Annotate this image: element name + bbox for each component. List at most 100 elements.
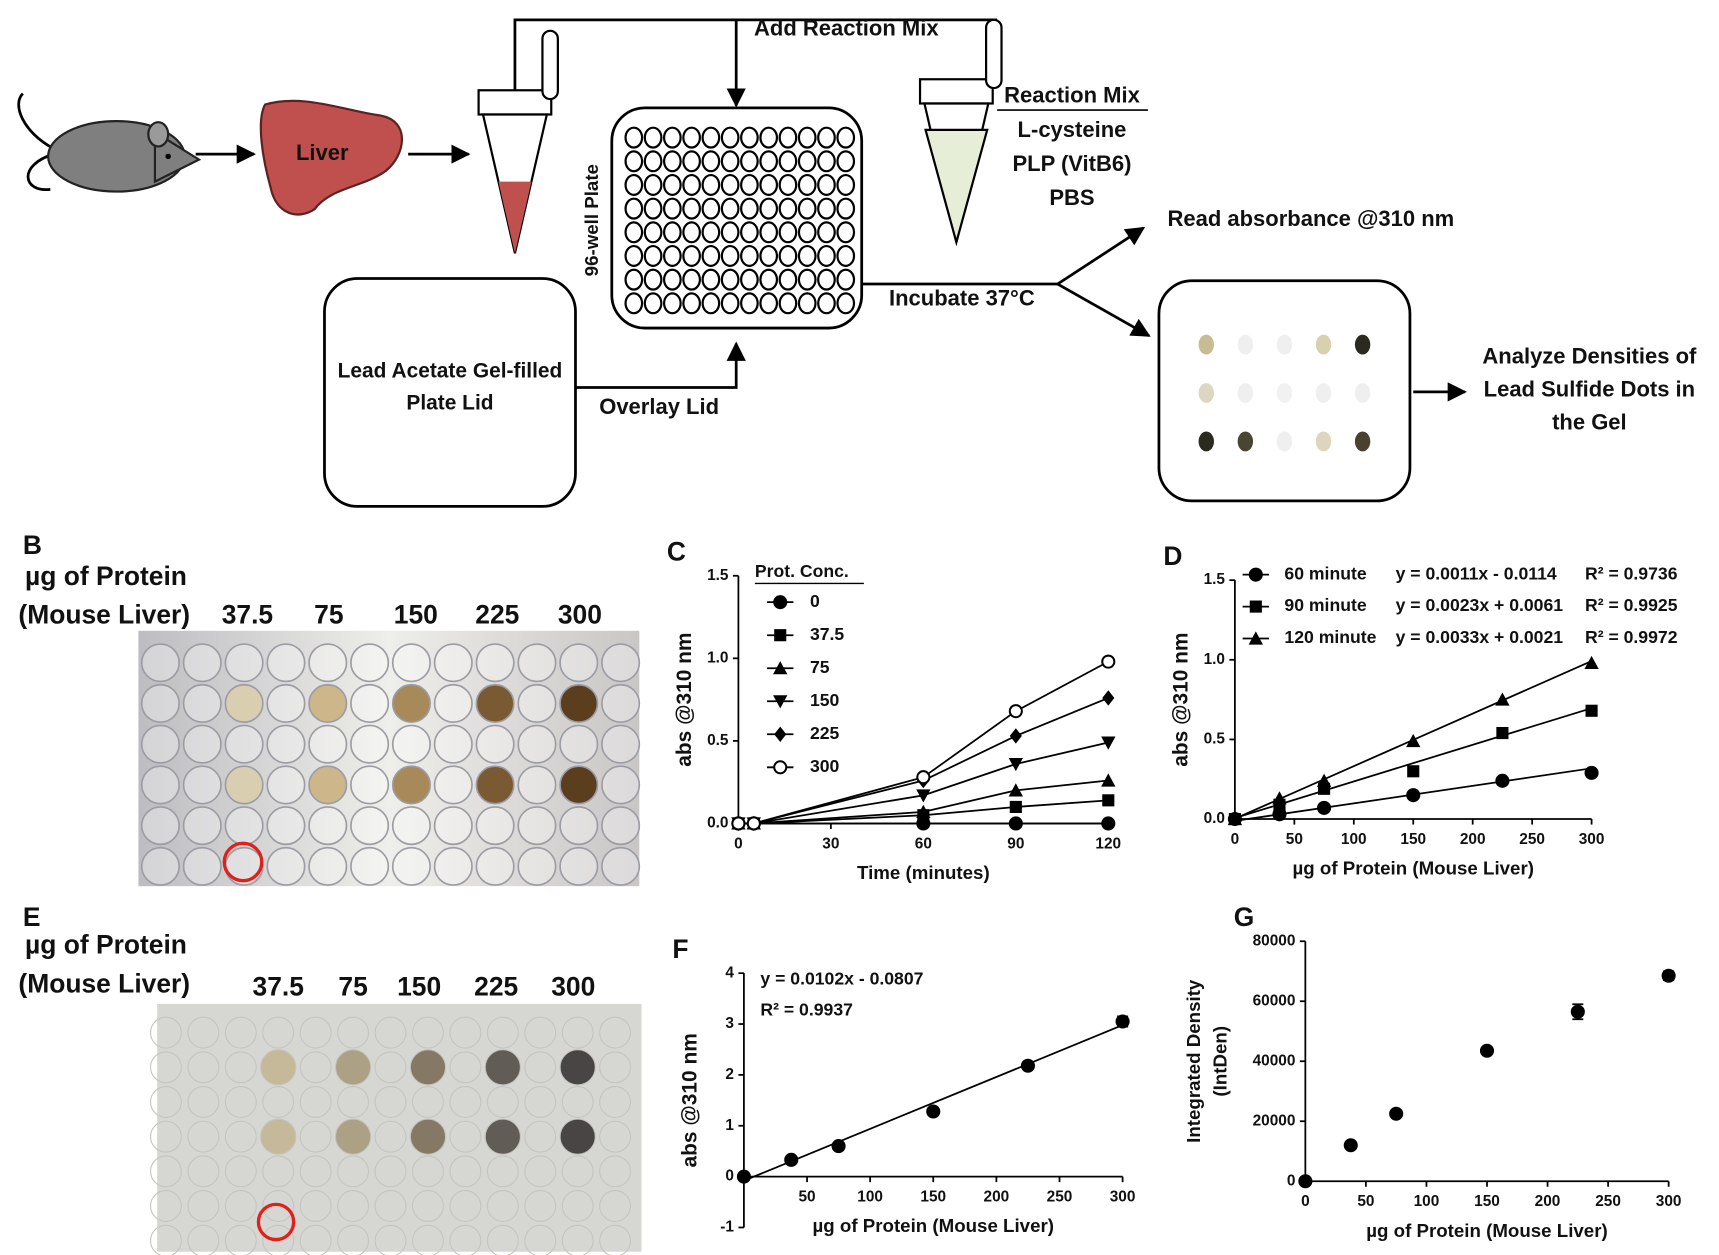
- panel-letter: D: [1163, 541, 1182, 571]
- well: [350, 643, 390, 683]
- marker: [1496, 726, 1509, 740]
- well: [266, 765, 306, 805]
- reagent: PLP (VitB6): [1012, 151, 1131, 176]
- well: [182, 683, 222, 724]
- well: [759, 221, 779, 244]
- well: [740, 244, 759, 267]
- well: [299, 1155, 332, 1188]
- well: [797, 292, 817, 315]
- y-tick-label: 80000: [1253, 932, 1296, 949]
- well: [559, 683, 599, 724]
- well: [759, 292, 779, 315]
- photo-plate: [138, 630, 640, 887]
- well: [682, 292, 701, 315]
- sample-tube: [477, 29, 559, 254]
- overlay-label: Overlay Lid: [599, 394, 719, 419]
- x-tick-label: 250: [1047, 1189, 1073, 1206]
- well: [524, 1120, 557, 1153]
- equation: y = 0.0023x + 0.0061: [1396, 595, 1564, 615]
- well: [740, 292, 759, 315]
- fit-line: [743, 1024, 1123, 1182]
- reaction-mix-title: Reaction Mix: [1004, 83, 1140, 108]
- well: [682, 244, 701, 267]
- r-squared: R² = 0.9972: [1585, 627, 1678, 647]
- x-tick-label: 50: [1286, 831, 1303, 848]
- well: [524, 1224, 557, 1255]
- y-tick-label: 1.0: [707, 649, 728, 666]
- well: [262, 1016, 295, 1049]
- well: [337, 1155, 370, 1188]
- well: [559, 846, 599, 886]
- dot: [1315, 431, 1332, 452]
- well: [740, 150, 759, 173]
- marker: [1343, 1138, 1358, 1153]
- x-tick-label: 300: [1579, 831, 1605, 848]
- well: [149, 1190, 182, 1222]
- legend-marker: [774, 629, 787, 642]
- well: [836, 173, 856, 196]
- well: [409, 1049, 447, 1086]
- well: [433, 683, 473, 724]
- well: [449, 1016, 482, 1049]
- y-tick-label: 0.0: [1204, 810, 1225, 827]
- well: [224, 1120, 257, 1153]
- well: [262, 1086, 295, 1118]
- legend-marker: [773, 695, 788, 709]
- well: [411, 1190, 444, 1222]
- equation: y = 0.0011x - 0.0114: [1396, 563, 1557, 583]
- panel-letter: C: [667, 537, 686, 567]
- well: [187, 1051, 220, 1084]
- amount-label: 300: [558, 599, 602, 629]
- analyze-label: the Gel: [1552, 410, 1627, 435]
- x-tick-label: 150: [920, 1189, 946, 1206]
- marker: [1115, 1014, 1130, 1029]
- well: [559, 643, 599, 683]
- well: [140, 683, 180, 724]
- well: [662, 173, 682, 196]
- analyze-label: Analyze Densities of: [1482, 344, 1697, 369]
- well: [149, 1016, 182, 1049]
- y-tick-label: 1.0: [1204, 651, 1225, 668]
- panel-letter: B: [23, 530, 42, 560]
- well: [559, 1118, 596, 1155]
- well: [374, 1190, 407, 1222]
- marker: [736, 1169, 751, 1184]
- well: [299, 1016, 332, 1049]
- dot: [1198, 334, 1214, 355]
- well: [836, 221, 856, 244]
- y-tick-label: 3: [725, 1015, 734, 1032]
- well: [486, 1224, 519, 1255]
- y-axis-label: (IntDen): [1210, 1026, 1231, 1097]
- well: [262, 1155, 295, 1188]
- dot: [1276, 431, 1293, 452]
- well: [266, 643, 306, 683]
- well: [308, 683, 348, 724]
- well: [374, 1051, 407, 1084]
- marker: [1020, 1058, 1035, 1073]
- well: [797, 244, 817, 267]
- x-axis-label: µg of Protein (Mouse Liver): [1293, 858, 1534, 879]
- well: [599, 1120, 632, 1153]
- well: [759, 268, 779, 291]
- marker: [1479, 1043, 1495, 1058]
- marker: [926, 1104, 941, 1119]
- well: [720, 197, 740, 220]
- well: [350, 846, 390, 886]
- marker: [1101, 773, 1116, 787]
- well: [182, 724, 222, 764]
- well: [409, 1118, 447, 1155]
- wells: [149, 1016, 632, 1255]
- marker: [1570, 1004, 1585, 1019]
- well: [682, 150, 701, 173]
- y-tick-label: 2: [725, 1066, 734, 1083]
- reaction-tube: [918, 18, 1003, 247]
- x-tick-label: 100: [857, 1189, 883, 1206]
- reagent: PBS: [1049, 185, 1094, 210]
- legend-label: 225: [810, 723, 840, 743]
- well: [262, 1224, 295, 1255]
- arrow: [1056, 282, 1151, 337]
- well: [599, 1155, 632, 1188]
- well: [624, 268, 644, 291]
- well: [337, 1190, 370, 1222]
- well: [391, 806, 431, 846]
